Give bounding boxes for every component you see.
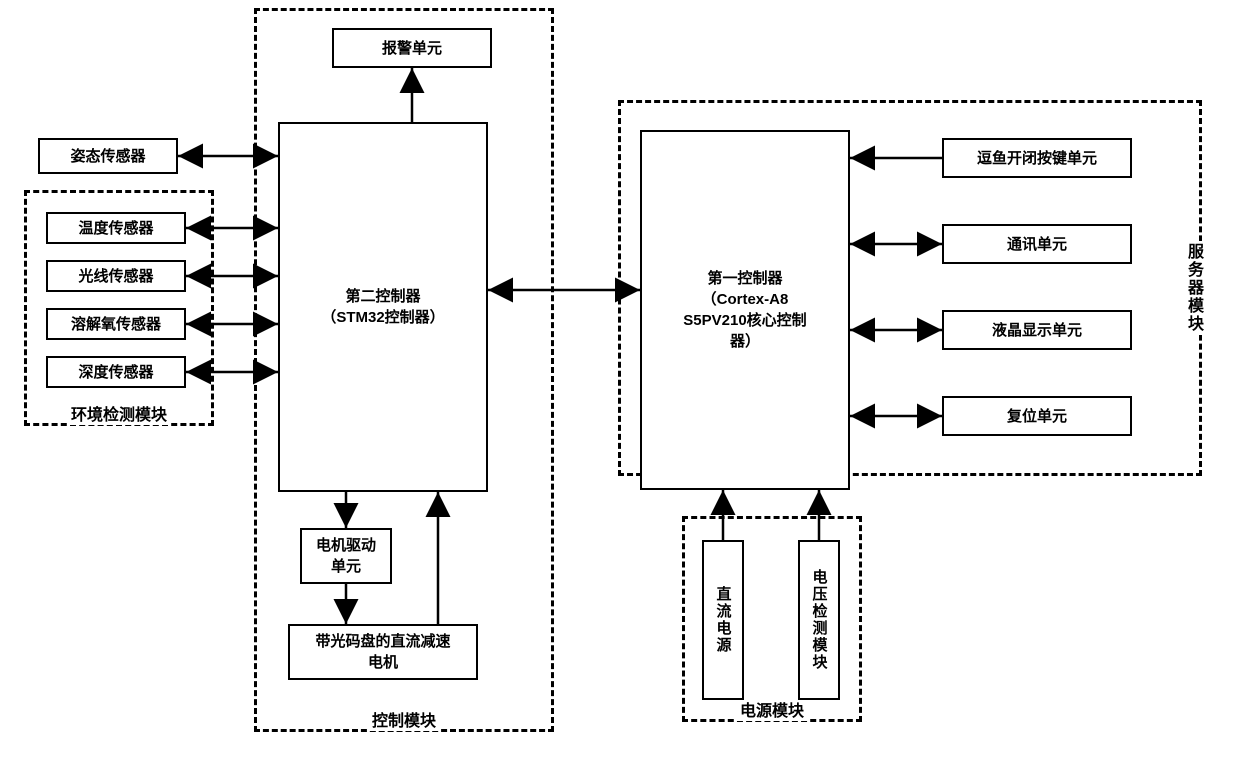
motor-drive-text: 电机驱动 单元	[316, 535, 376, 577]
alarm-unit-text: 报警单元	[382, 38, 442, 59]
comm-unit-text: 通讯单元	[1007, 234, 1067, 255]
voltage-detect-box: 电压检测模块	[798, 540, 840, 700]
voltage-detect-text: 电压检测模块	[809, 569, 830, 671]
light-sensor-box: 光线传感器	[46, 260, 186, 292]
reset-unit-box: 复位单元	[942, 396, 1132, 436]
power-module-label: 电源模块	[736, 697, 808, 721]
attitude-sensor-text: 姿态传感器	[70, 146, 145, 167]
second-controller-text: 第二控制器 （STM32控制器）	[321, 286, 444, 328]
depth-sensor-text: 深度传感器	[78, 362, 153, 383]
dc-power-box: 直流电源	[702, 540, 744, 700]
motor-drive-box: 电机驱动 单元	[300, 528, 392, 584]
lure-button-text: 逗鱼开闭按键单元	[977, 148, 1097, 169]
temp-sensor-text: 温度传感器	[78, 218, 153, 239]
do-sensor-box: 溶解氧传感器	[46, 308, 186, 340]
attitude-sensor-box: 姿态传感器	[38, 138, 178, 174]
comm-unit-box: 通讯单元	[942, 224, 1132, 264]
dc-power-text: 直流电源	[713, 586, 734, 654]
light-sensor-text: 光线传感器	[78, 266, 153, 287]
reset-unit-text: 复位单元	[1007, 406, 1067, 427]
control-module-label: 控制模块	[368, 707, 440, 731]
server-module-label: 服务器模块	[1181, 241, 1205, 335]
lure-button-box: 逗鱼开闭按键单元	[942, 138, 1132, 178]
alarm-unit-box: 报警单元	[332, 28, 492, 68]
first-controller-box: 第一控制器 （Cortex-A8 S5PV210核心控制 器）	[640, 130, 850, 490]
lcd-unit-box: 液晶显示单元	[942, 310, 1132, 350]
dc-motor-text: 带光码盘的直流减速 电机	[315, 631, 450, 673]
second-controller-box: 第二控制器 （STM32控制器）	[278, 122, 488, 492]
do-sensor-text: 溶解氧传感器	[71, 314, 161, 335]
depth-sensor-box: 深度传感器	[46, 356, 186, 388]
dc-motor-box: 带光码盘的直流减速 电机	[288, 624, 478, 680]
first-controller-text: 第一控制器 （Cortex-A8 S5PV210核心控制 器）	[683, 268, 806, 352]
env-detect-label: 环境检测模块	[67, 401, 171, 425]
lcd-unit-text: 液晶显示单元	[992, 320, 1082, 341]
temp-sensor-box: 温度传感器	[46, 212, 186, 244]
